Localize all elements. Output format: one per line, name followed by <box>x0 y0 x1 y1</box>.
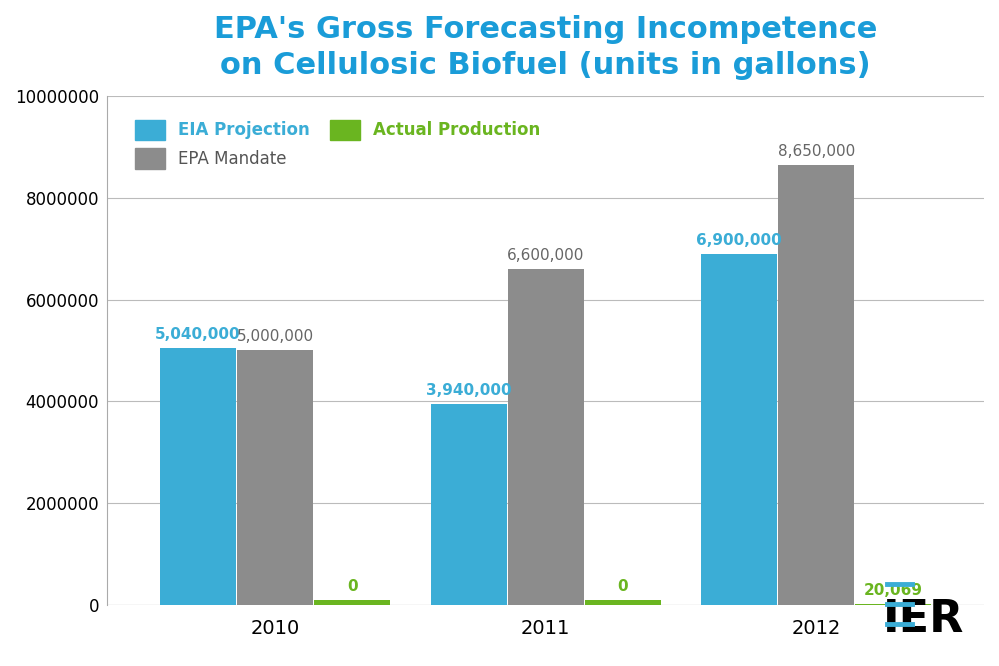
Text: IER: IER <box>883 597 964 641</box>
Title: EPA's Gross Forecasting Incompetence
on Cellulosic Biofuel (units in gallons): EPA's Gross Forecasting Incompetence on … <box>214 15 877 80</box>
Text: 6,900,000: 6,900,000 <box>696 232 782 248</box>
Bar <box>431 404 506 605</box>
Bar <box>507 269 583 605</box>
Bar <box>701 254 777 605</box>
Bar <box>778 165 854 605</box>
Bar <box>238 350 313 605</box>
Bar <box>160 348 236 605</box>
Text: 20,069: 20,069 <box>864 583 923 597</box>
Text: 5,040,000: 5,040,000 <box>155 327 241 342</box>
Text: 0: 0 <box>617 579 628 593</box>
Bar <box>315 599 391 605</box>
Text: 5,000,000: 5,000,000 <box>237 330 314 344</box>
Text: 8,650,000: 8,650,000 <box>777 144 855 159</box>
Text: 6,600,000: 6,600,000 <box>507 248 584 263</box>
Legend: EIA Projection, EPA Mandate, Actual Production: EIA Projection, EPA Mandate, Actual Prod… <box>125 109 550 178</box>
Bar <box>855 604 931 605</box>
Text: 0: 0 <box>347 579 358 593</box>
Text: 3,940,000: 3,940,000 <box>426 383 511 398</box>
Bar <box>585 599 660 605</box>
